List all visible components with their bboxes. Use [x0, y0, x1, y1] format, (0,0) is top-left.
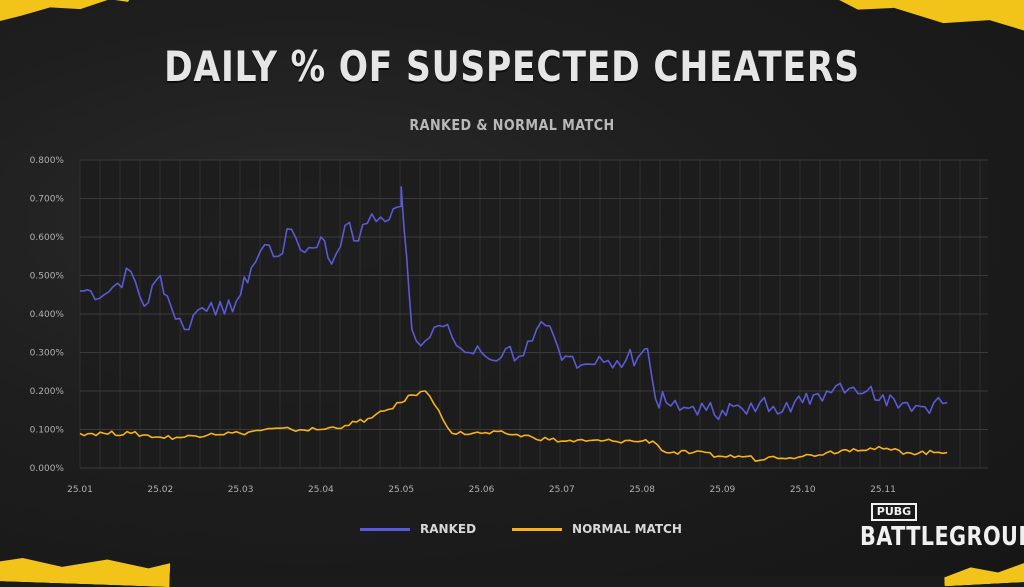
x-tick-label: 25.05 [388, 485, 414, 495]
y-tick-label: 0.400% [30, 310, 65, 320]
legend-label-ranked: RANKED [420, 522, 477, 536]
legend-label-normal: NORMAL MATCH [572, 522, 682, 536]
y-tick-label: 0.000% [30, 464, 65, 474]
x-tick-label: 25.10 [790, 485, 816, 495]
x-tick-label: 25.04 [308, 485, 334, 495]
chart-title: DAILY % OF SUSPECTED CHEATERS [164, 42, 860, 91]
x-tick-label: 25.02 [147, 485, 173, 495]
series-line-ranked [79, 186, 948, 421]
legend-swatch-ranked [360, 527, 410, 531]
legend-swatch-normal [512, 527, 563, 531]
x-tick-label: 25.06 [469, 485, 495, 495]
x-tick-label: 25.07 [549, 485, 575, 495]
series-line-normal-match [79, 390, 948, 462]
logo-battlegrounds-text: BATTLEGROUNDS [860, 522, 1024, 552]
y-tick-label: 0.800% [30, 156, 65, 166]
x-tick-label: 25.03 [228, 485, 254, 495]
x-tick-label: 25.11 [870, 485, 896, 495]
y-tick-label: 0.700% [30, 195, 65, 205]
legend: RANKED NORMAL MATCH [360, 522, 704, 536]
x-tick-label: 25.08 [629, 485, 655, 495]
y-tick-label: 0.100% [30, 426, 65, 436]
y-tick-label: 0.300% [30, 349, 65, 359]
y-tick-label: 0.500% [30, 272, 65, 282]
x-tick-label: 25.09 [710, 485, 736, 495]
legend-item-ranked: RANKED [360, 522, 476, 536]
x-tick-label: 25.01 [67, 485, 93, 495]
logo-pubg-text: PUBG [870, 503, 918, 521]
y-tick-label: 0.600% [30, 233, 65, 243]
y-tick-label: 0.200% [30, 387, 65, 397]
legend-item-normal: NORMAL MATCH [512, 522, 682, 536]
pubg-battlegrounds-logo: PUBG BATTLEGROUNDS [844, 500, 1024, 560]
chart-subtitle: RANKED & NORMAL MATCH [409, 116, 615, 134]
